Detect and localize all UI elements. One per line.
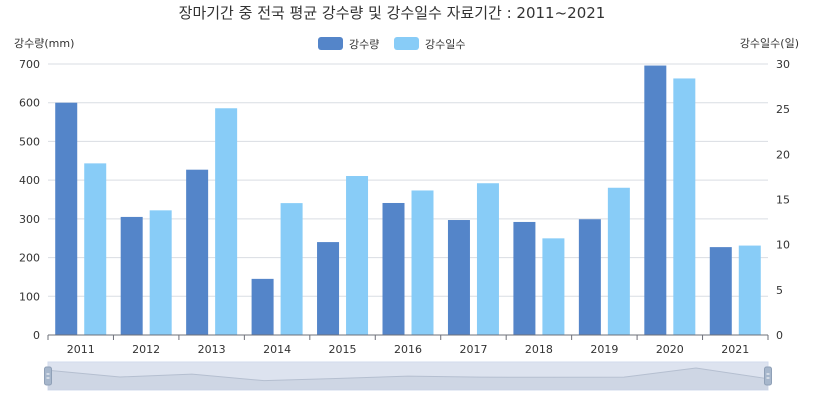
x-tick-label: 2014 xyxy=(263,343,291,356)
bar-강수량-2017[interactable] xyxy=(447,220,470,335)
zoom-preview-line xyxy=(47,367,769,382)
y-left-tick-label: 400 xyxy=(19,174,40,187)
bar-강수량-2011[interactable] xyxy=(55,102,78,335)
legend-label: 강수일수 xyxy=(425,37,465,51)
x-tick-label: 2012 xyxy=(132,343,160,356)
x-tick-label: 2015 xyxy=(329,343,357,356)
bar-강수일수-2018[interactable] xyxy=(542,238,565,335)
bar-강수량-2018[interactable] xyxy=(513,221,536,335)
y-left-tick-label: 500 xyxy=(19,135,40,148)
y-axis-right-title: 강수일수(일) xyxy=(740,36,799,50)
bar-강수일수-2016[interactable] xyxy=(411,190,434,335)
bar-강수일수-2012[interactable] xyxy=(149,210,172,335)
y-left-tick-label: 200 xyxy=(19,252,40,265)
x-tick-label: 2013 xyxy=(198,343,226,356)
data-zoom-slider[interactable] xyxy=(44,361,772,391)
axes: 0 100 200 300 400 500 600 700 0 5 10 15 20 25 30 2011 20… xyxy=(19,58,790,356)
zoom-handle-right[interactable] xyxy=(764,366,772,386)
bar-강수량-2020[interactable] xyxy=(644,65,667,335)
y-right-tick-label: 0 xyxy=(776,329,783,342)
bar-강수량-2013[interactable] xyxy=(186,169,209,335)
x-tick-label: 2019 xyxy=(590,343,618,356)
chart-title: 장마기간 중 전국 평균 강수량 및 강수일수 자료기간 : 2011~2021 xyxy=(179,4,606,22)
legend-item-강수량[interactable]: 강수량 xyxy=(318,37,379,51)
zoom-handle-left[interactable] xyxy=(44,366,52,386)
y-left-tick-label: 300 xyxy=(19,213,40,226)
x-tick-label: 2018 xyxy=(525,343,553,356)
bar-강수일수-2020[interactable] xyxy=(673,78,696,335)
y-right-tick-label: 15 xyxy=(776,194,790,207)
bar-강수일수-2015[interactable] xyxy=(346,176,369,335)
x-tick-label: 2020 xyxy=(656,343,684,356)
bar-강수량-2015[interactable] xyxy=(317,242,340,335)
x-tick-label: 2016 xyxy=(394,343,422,356)
y-axis-left-title: 강수량(mm) xyxy=(14,37,74,50)
bar-강수일수-2017[interactable] xyxy=(476,183,499,335)
y-right-tick-label: 30 xyxy=(776,58,790,71)
legend-label: 강수량 xyxy=(349,38,379,51)
y-left-tick-label: 0 xyxy=(33,329,40,342)
y-right-tick-label: 10 xyxy=(776,239,790,252)
bar-강수일수-2013[interactable] xyxy=(215,108,238,335)
legend[interactable]: 강수량 강수일수 xyxy=(318,37,465,51)
legend-swatch xyxy=(394,37,419,50)
legend-item-강수일수[interactable]: 강수일수 xyxy=(394,37,465,51)
bar-강수량-2012[interactable] xyxy=(120,216,143,335)
bar-강수일수-2021[interactable] xyxy=(738,245,761,335)
y-left-tick-label: 100 xyxy=(19,290,40,303)
y-left-tick-label: 700 xyxy=(19,58,40,71)
bars xyxy=(55,65,761,335)
bar-강수량-2014[interactable] xyxy=(251,278,274,335)
y-left-tick-label: 600 xyxy=(19,97,40,110)
bar-강수량-2016[interactable] xyxy=(382,202,405,335)
legend-swatch xyxy=(318,37,343,50)
zoom-preview-area xyxy=(48,368,768,390)
x-tick-label: 2011 xyxy=(67,343,95,356)
y-right-tick-label: 20 xyxy=(776,148,790,161)
x-tick-label: 2021 xyxy=(721,343,749,356)
bar-강수일수-2019[interactable] xyxy=(607,187,630,335)
bar-강수량-2019[interactable] xyxy=(578,219,601,335)
y-right-tick-label: 5 xyxy=(776,284,783,297)
x-tick-label: 2017 xyxy=(459,343,487,356)
bar-강수일수-2011[interactable] xyxy=(84,163,107,335)
bar-강수일수-2014[interactable] xyxy=(280,203,303,335)
bar-강수량-2021[interactable] xyxy=(709,247,732,335)
y-right-tick-label: 25 xyxy=(776,103,790,116)
